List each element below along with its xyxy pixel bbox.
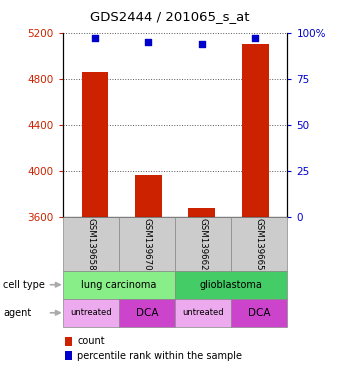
Bar	[82, 72, 108, 217]
Text: DCA: DCA	[248, 308, 271, 318]
Bar	[135, 175, 162, 217]
Text: percentile rank within the sample: percentile rank within the sample	[77, 351, 242, 361]
Bar	[188, 208, 215, 217]
Text: lung carcinoma: lung carcinoma	[81, 280, 157, 290]
Text: cell type: cell type	[3, 280, 45, 290]
Point	[146, 39, 151, 45]
Point	[199, 41, 205, 47]
Text: agent: agent	[3, 308, 32, 318]
Text: GSM139662: GSM139662	[199, 217, 208, 270]
Bar	[242, 44, 269, 217]
Text: GSM139670: GSM139670	[142, 217, 152, 270]
Text: count: count	[77, 336, 105, 346]
Point	[253, 35, 258, 41]
Text: untreated: untreated	[70, 308, 112, 317]
Point	[92, 35, 98, 41]
Text: glioblastoma: glioblastoma	[200, 280, 262, 290]
Text: GSM139658: GSM139658	[86, 217, 96, 270]
Text: DCA: DCA	[136, 308, 158, 318]
Text: GSM139665: GSM139665	[255, 217, 264, 270]
Text: untreated: untreated	[182, 308, 224, 317]
Text: GDS2444 / 201065_s_at: GDS2444 / 201065_s_at	[90, 10, 250, 23]
